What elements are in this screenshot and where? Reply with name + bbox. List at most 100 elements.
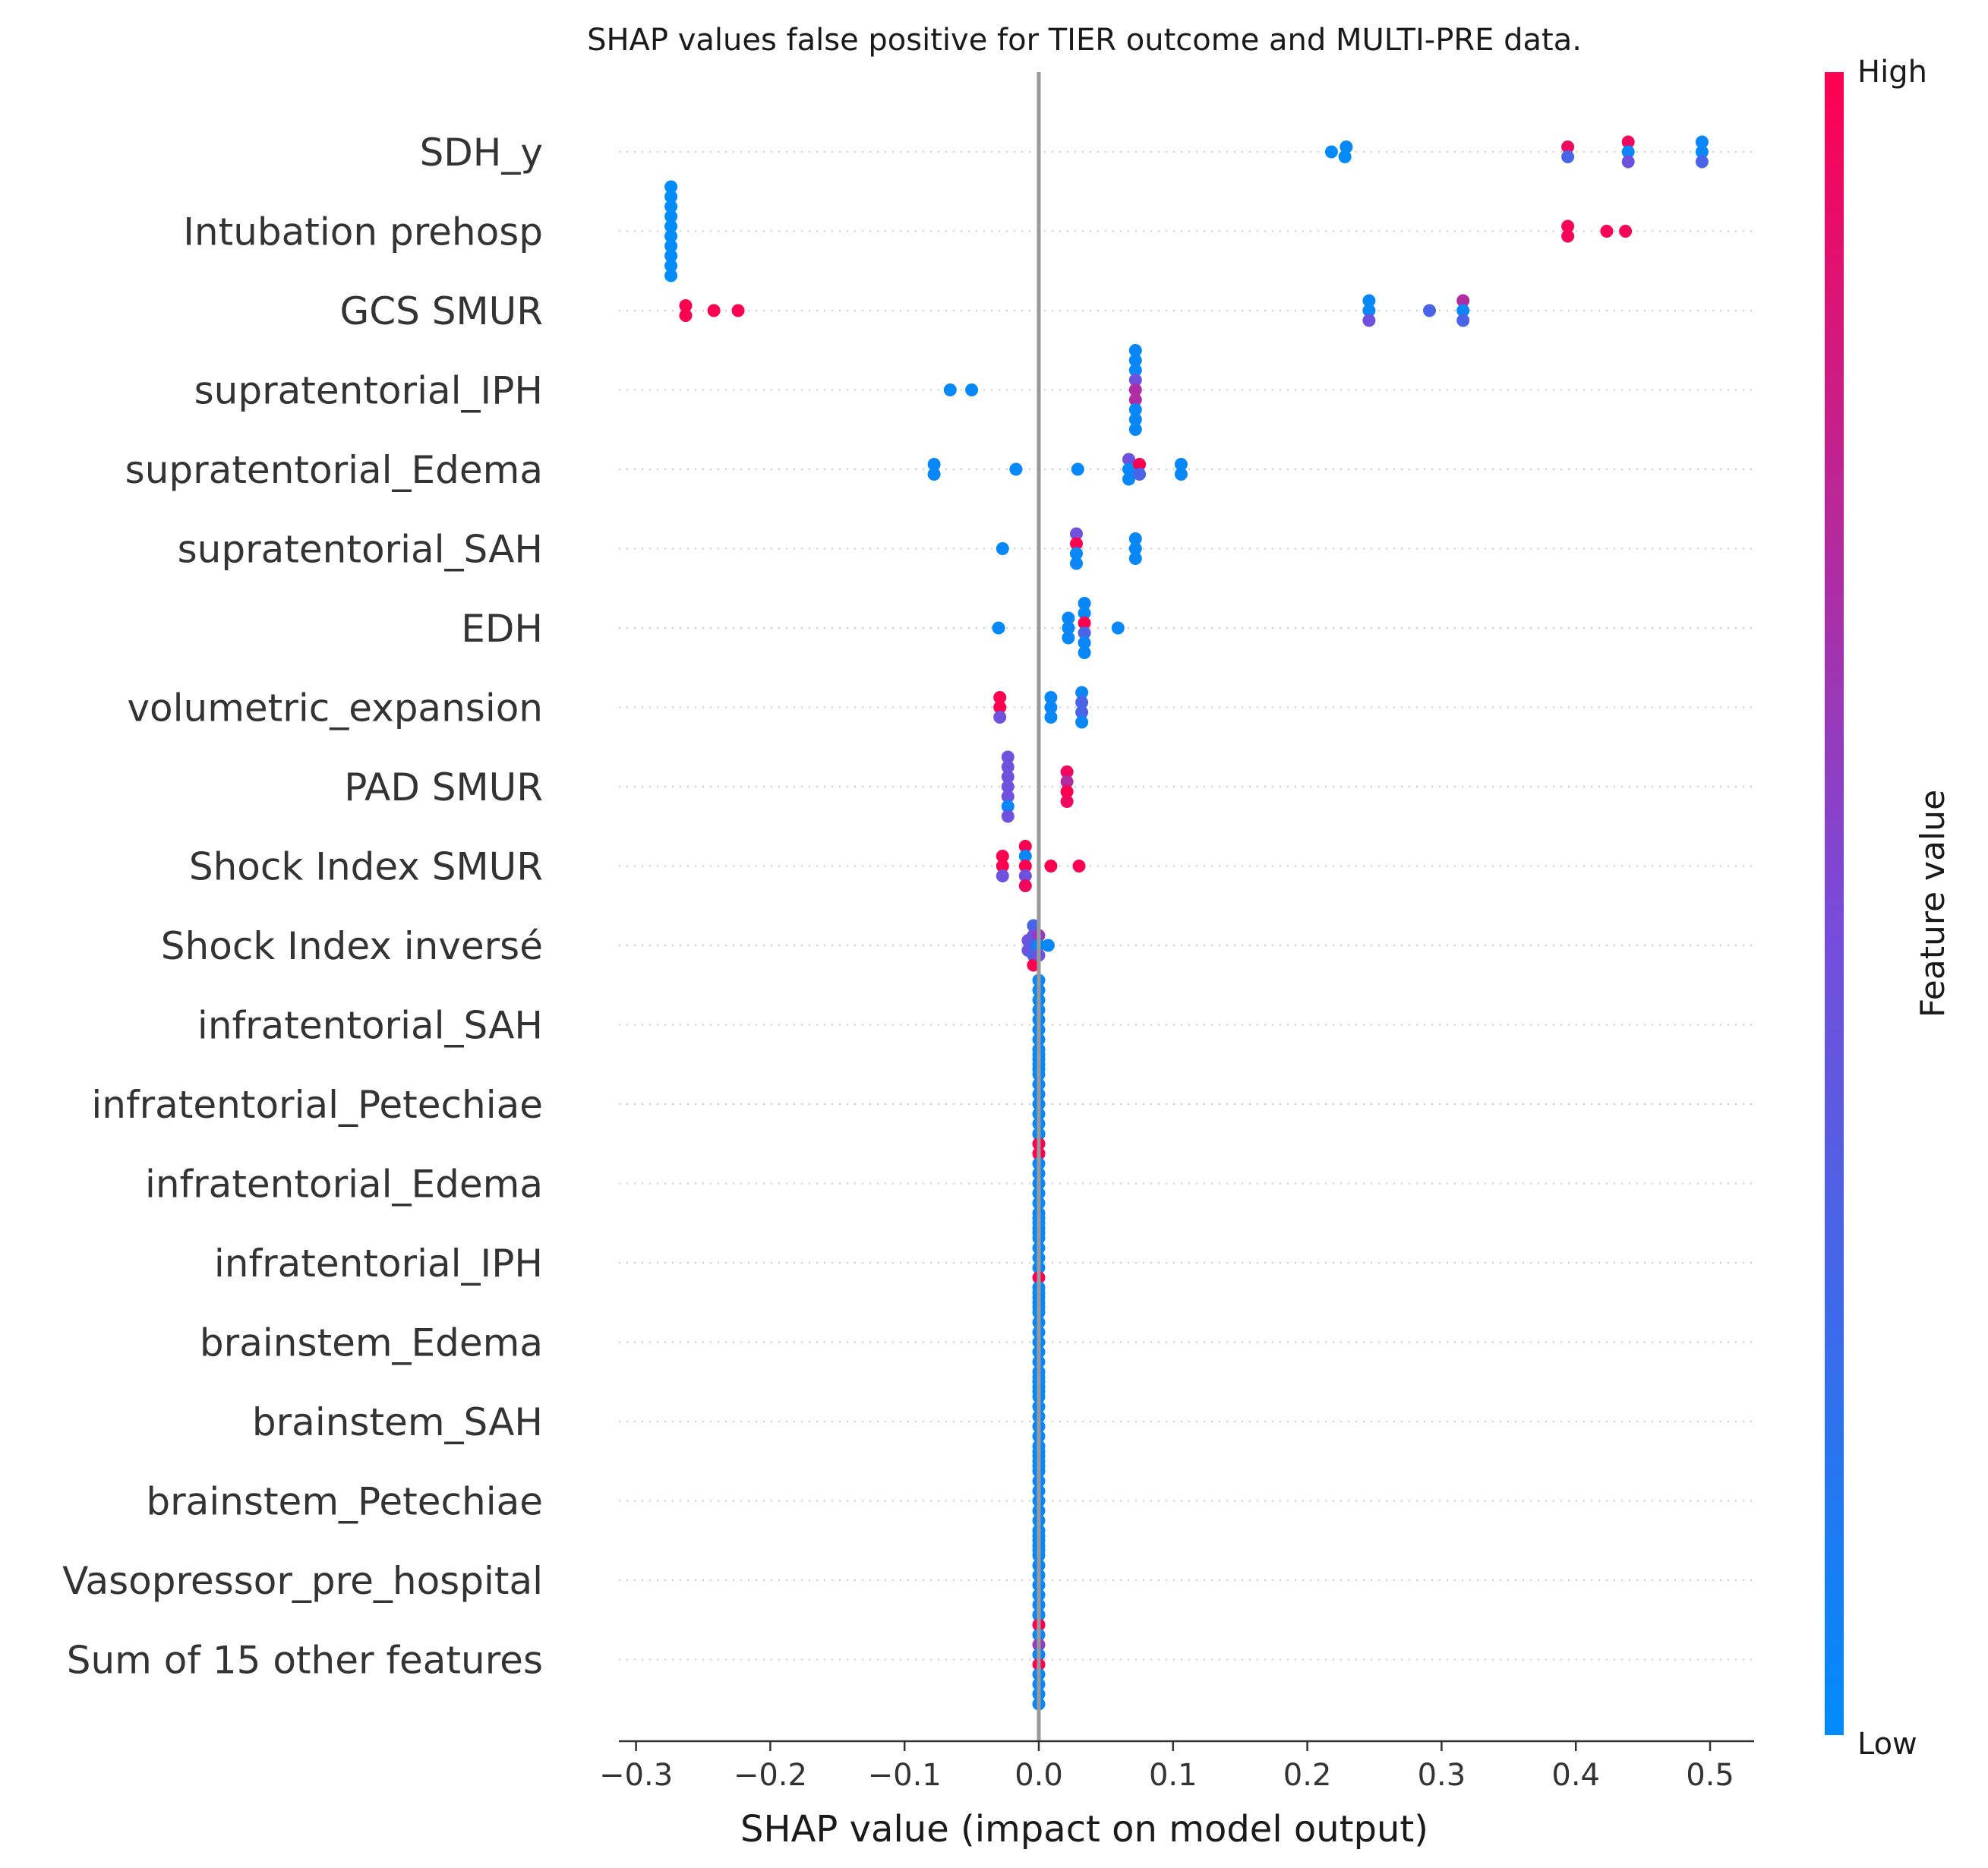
x-tick-label: 0.1: [1149, 1758, 1198, 1793]
chart-title: SHAP values false positive for TIER outc…: [587, 23, 1582, 58]
shap-point: [1695, 145, 1709, 159]
shap-point: [664, 219, 678, 233]
shap-point: [1062, 621, 1075, 635]
x-tick-label: −0.3: [599, 1758, 673, 1793]
shap-point: [1128, 383, 1142, 396]
x-tick-label: 0.5: [1686, 1758, 1734, 1793]
shap-point: [993, 691, 1007, 704]
shap-point: [1621, 135, 1635, 149]
shap-point: [1128, 403, 1142, 416]
shap-point: [993, 711, 1007, 724]
shap-point: [1071, 462, 1084, 476]
feature-label: GCS SMUR: [339, 289, 543, 333]
shap-point: [1078, 597, 1091, 610]
x-tick-label: 0.2: [1283, 1758, 1332, 1793]
shap-point: [1128, 344, 1142, 357]
x-tick-label: −0.1: [868, 1758, 942, 1793]
feature-label: infratentorial_Edema: [145, 1163, 543, 1207]
feature-label: Sum of 15 other features: [67, 1639, 543, 1683]
shap-point: [1078, 617, 1091, 630]
feature-label: supratentorial_SAH: [178, 528, 543, 572]
feature-label: brainstem_SAH: [252, 1400, 543, 1444]
shap-point: [1621, 155, 1635, 169]
shap-point: [1075, 715, 1089, 729]
shap-point: [1062, 611, 1075, 625]
shap-point: [996, 869, 1009, 882]
shap-point: [927, 458, 941, 471]
shap-point: [664, 269, 678, 282]
shap-point: [1001, 809, 1015, 823]
shap-point: [1362, 294, 1376, 308]
shap-points: [664, 135, 1709, 1711]
shap-point: [1128, 374, 1142, 387]
shap-point: [1018, 840, 1032, 853]
x-tick-label: 0.3: [1418, 1758, 1466, 1793]
shap-point: [1078, 646, 1091, 659]
shap-point: [1174, 458, 1188, 471]
shap-point: [1060, 785, 1074, 798]
shap-point: [1070, 527, 1083, 541]
shap-point: [1456, 294, 1470, 308]
shap-point: [996, 542, 1009, 555]
feature-label: infratentorial_IPH: [214, 1242, 543, 1286]
shap-point: [1001, 790, 1015, 803]
feature-label: Shock Index inversé: [161, 924, 543, 968]
shap-point: [664, 200, 678, 213]
shap-point: [1001, 770, 1015, 784]
shap-point: [1128, 413, 1142, 426]
shap-point: [1600, 225, 1614, 238]
shap-point: [679, 299, 693, 312]
shap-point: [1619, 225, 1633, 238]
shap-point: [1128, 552, 1142, 565]
shap-point: [1340, 140, 1353, 153]
colorbar-low-label: Low: [1857, 1727, 1917, 1762]
colorbar-title: Feature value: [1914, 790, 1952, 1018]
shap-point: [1018, 869, 1032, 882]
shap-point: [1027, 958, 1040, 972]
shap-point: [996, 860, 1009, 872]
feature-label: PAD SMUR: [344, 765, 543, 809]
shap-point: [1561, 150, 1575, 163]
shap-point: [1128, 542, 1142, 555]
feature-label: Intubation prehosp: [183, 210, 543, 254]
x-tick-label: 0.0: [1015, 1758, 1063, 1793]
shap-point: [927, 468, 941, 481]
shap-point: [1009, 462, 1023, 476]
shap-point: [1324, 145, 1338, 159]
shap-point: [1001, 800, 1015, 813]
shap-point: [1075, 705, 1089, 719]
shap-point: [1695, 155, 1709, 169]
shap-point: [1027, 919, 1040, 932]
shap-point: [1070, 537, 1083, 551]
shap-point: [1044, 860, 1058, 872]
shap-point: [679, 309, 693, 322]
feature-label: infratentorial_Petechiae: [91, 1083, 543, 1127]
feature-rows: SDH_y Intubation prehosp GCS SMUR supratent…: [62, 131, 1754, 1683]
shap-point: [1070, 557, 1083, 570]
shap-point: [1072, 860, 1086, 872]
colorbar: High Low Feature value: [1825, 55, 1952, 1762]
shap-point: [1456, 314, 1470, 327]
shap-point: [664, 190, 678, 204]
shap-point: [1456, 304, 1470, 317]
shap-point: [1128, 532, 1142, 545]
shap-point: [943, 383, 957, 396]
shap-point: [1695, 135, 1709, 149]
shap-point: [1044, 711, 1058, 724]
shap-point: [1078, 636, 1091, 649]
colorbar-high-label: High: [1857, 55, 1927, 90]
shap-point: [1075, 686, 1089, 699]
shap-point: [1133, 468, 1147, 481]
shap-point: [1018, 879, 1032, 892]
shap-point: [664, 180, 678, 194]
shap-point: [1044, 691, 1058, 704]
shap-point: [1128, 354, 1142, 367]
shap-point: [1561, 140, 1575, 153]
shap-point: [1041, 939, 1055, 952]
x-tick-label: −0.2: [734, 1758, 807, 1793]
shap-point: [1128, 423, 1142, 436]
shap-point: [1018, 850, 1032, 863]
shap-point: [664, 229, 678, 243]
feature-label: SDH_y: [420, 131, 543, 175]
